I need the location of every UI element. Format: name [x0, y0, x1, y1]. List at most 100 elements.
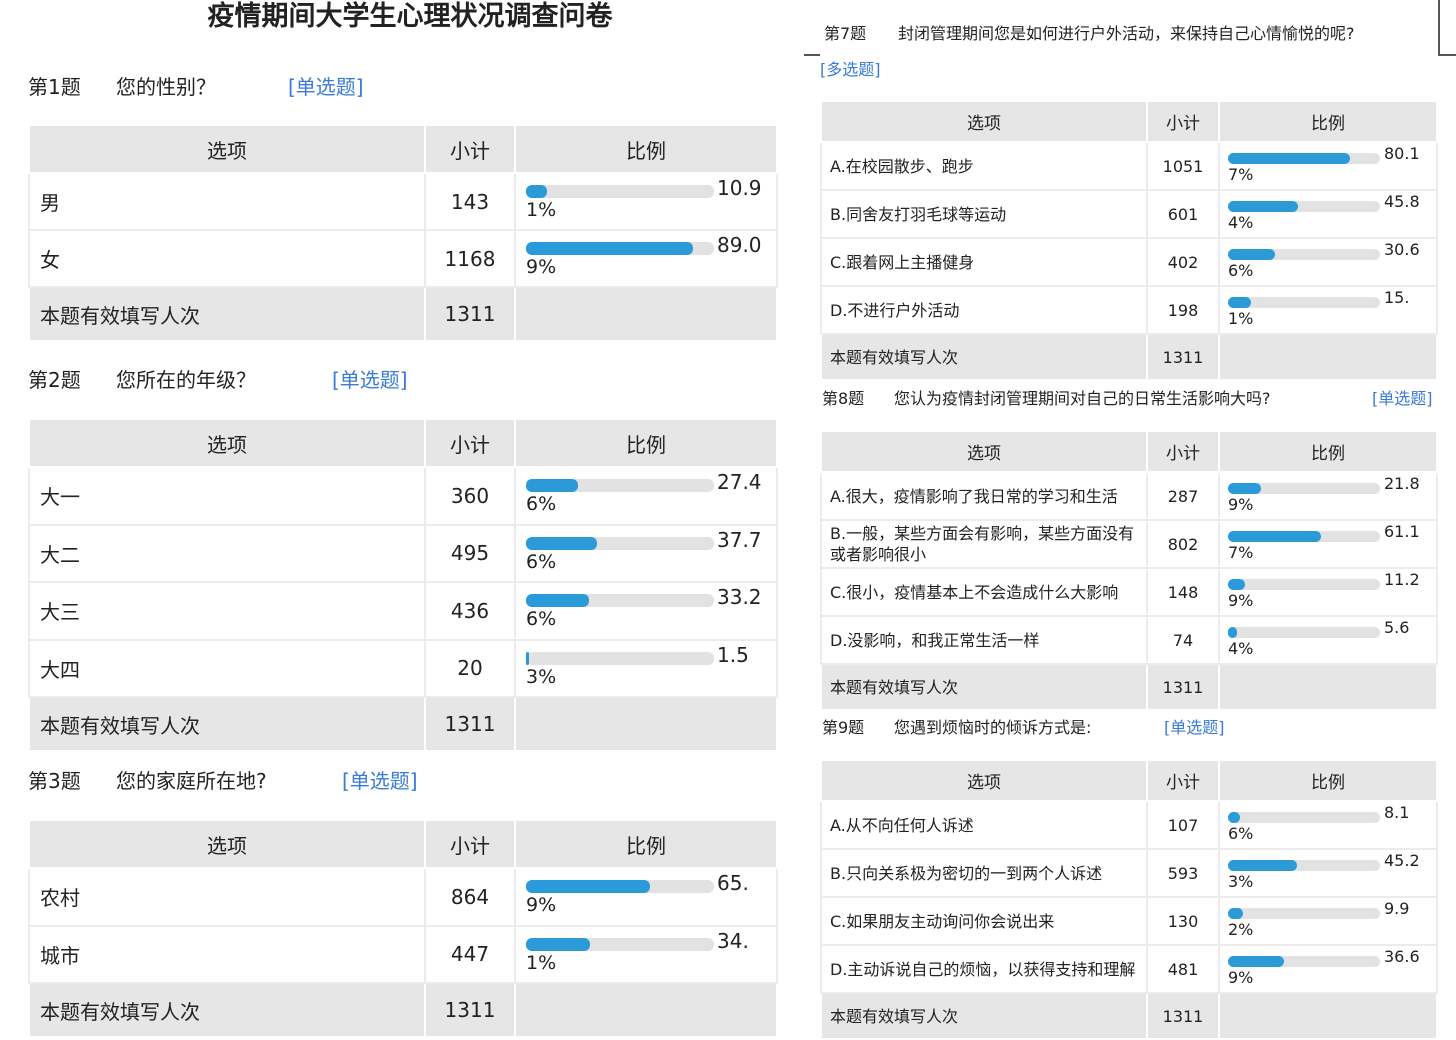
count-value: 143 — [424, 172, 516, 231]
option-label: C.如果朋友主动询问你会说出来 — [820, 896, 1148, 946]
option-label: C.很小，疫情基本上不会造成什么大影响 — [820, 567, 1148, 617]
option-label: B.只向关系极为密切的一到两个人诉述 — [820, 848, 1148, 898]
ratio-bar-fill — [1228, 812, 1241, 823]
ratio-bar: 45.2 3% — [1220, 851, 1436, 895]
ratio-cell: 89.0 9% — [514, 229, 778, 288]
ratio-bar-track — [1228, 297, 1380, 308]
ratio-bar-track — [1228, 153, 1380, 164]
option-label: D.不进行户外活动 — [820, 285, 1148, 335]
ratio-bar: 9.9 2% — [1220, 899, 1436, 943]
ratio-bar-track — [1228, 860, 1380, 871]
total-count: 1311 — [1146, 992, 1220, 1040]
ratio-bar: 80.1 7% — [1220, 144, 1436, 188]
ratio-bar-fill — [1228, 579, 1246, 590]
header-ratio: 比例 — [514, 418, 778, 468]
total-label: 本题有效填写人次 — [28, 286, 426, 342]
top-divider-right — [1440, 54, 1456, 56]
count-value: 20 — [424, 638, 516, 698]
total-row: 本题有效填写人次 1311 — [28, 696, 778, 752]
ratio-bar: 21.8 9% — [1220, 474, 1436, 518]
ratio-bar-fill — [526, 536, 597, 550]
ratio-bar: 30.6 6% — [1220, 240, 1436, 284]
ratio-percent-main: 80.1 — [1384, 144, 1420, 163]
ratio-bar-fill — [526, 937, 591, 951]
ratio-cell: 9.9 2% — [1218, 896, 1438, 946]
ratio-bar-track — [526, 651, 714, 665]
ratio-bar: 33.2 6% — [516, 584, 776, 638]
question-header: 第8题 您认为疫情封闭管理期间对自己的日常生活影响大吗? [单选题] — [822, 384, 1433, 410]
ratio-bar-fill — [526, 185, 547, 198]
ratio-bar-track — [526, 242, 714, 255]
ratio-bar-track — [1228, 249, 1380, 260]
question-type-tag: [单选题] — [342, 768, 418, 793]
ratio-bar-track — [1228, 812, 1380, 823]
count-value: 447 — [424, 924, 516, 984]
count-value: 495 — [424, 523, 516, 583]
option-label: 农村 — [28, 867, 426, 927]
table-row: C.很小，疫情基本上不会造成什么大影响 148 11.2 9% — [820, 567, 1438, 617]
ratio-bar: 61.1 7% — [1220, 522, 1436, 566]
option-label: D.主动诉说自己的烦恼，以获得支持和理解 — [820, 944, 1148, 994]
table-row: 女 1168 89.0 9% — [28, 229, 778, 288]
ratio-percent-main: 34. — [717, 928, 749, 953]
count-value: 1051 — [1146, 141, 1220, 191]
ratio-cell: 11.2 9% — [1218, 567, 1438, 617]
total-empty — [514, 982, 778, 1038]
ratio-cell: 45.8 4% — [1218, 189, 1438, 239]
ratio-bar: 11.2 9% — [1220, 570, 1436, 614]
ratio-bar-track — [1228, 579, 1380, 590]
question-text: 您遇到烦恼时的倾诉方式是: — [894, 718, 1092, 737]
question-header: 第7题 封闭管理期间您是如何进行户外活动，来保持自己心情愉悦的呢? — [824, 19, 1355, 45]
total-empty — [1218, 992, 1438, 1040]
ratio-bar-fill — [1228, 956, 1284, 967]
ratio-bar: 15. 1% — [1220, 288, 1436, 332]
option-label: B.一般，某些方面会有影响，某些方面没有或者影响很小 — [820, 519, 1148, 569]
ratio-bar-track — [1228, 627, 1380, 638]
question-text: 您认为疫情封闭管理期间对自己的日常生活影响大吗? — [894, 389, 1271, 408]
total-row: 本题有效填写人次 1311 — [28, 982, 778, 1038]
ratio-bar: 89.0 9% — [516, 232, 776, 285]
count-value: 287 — [1146, 471, 1220, 521]
ratio-cell: 65. 9% — [514, 867, 778, 927]
total-count: 1311 — [1146, 663, 1220, 711]
total-label: 本题有效填写人次 — [820, 992, 1148, 1040]
ratio-bar: 8.1 6% — [1220, 803, 1436, 847]
ratio-percent-tail: 7% — [1228, 543, 1254, 562]
ratio-percent-main: 61.1 — [1384, 522, 1420, 541]
ratio-percent-main: 33.2 — [717, 585, 762, 609]
question-number: 第1题 — [28, 74, 81, 99]
ratio-percent-tail: 9% — [1228, 591, 1254, 610]
total-row: 本题有效填写人次 1311 — [820, 663, 1438, 711]
ratio-percent-main: 65. — [717, 871, 749, 895]
header-option: 选项 — [28, 418, 426, 468]
ratio-percent-main: 89.0 — [717, 233, 762, 257]
ratio-percent-tail: 6% — [526, 550, 557, 573]
ratio-bar-fill — [1228, 249, 1275, 260]
header-option: 选项 — [820, 430, 1148, 473]
ratio-percent-tail: 9% — [1228, 968, 1254, 987]
ratio-cell: 45.2 3% — [1218, 848, 1438, 898]
header-ratio: 比例 — [514, 124, 778, 174]
ratio-percent-tail: 1% — [1228, 309, 1254, 328]
total-count: 1311 — [424, 696, 516, 752]
ratio-cell: 15. 1% — [1218, 285, 1438, 335]
ratio-bar-track — [1228, 956, 1380, 967]
table-row: D.不进行户外活动 198 15. 1% — [820, 285, 1438, 335]
ratio-bar: 27.4 6% — [516, 469, 776, 523]
ratio-percent-tail: 9% — [1228, 495, 1254, 514]
question-number: 第2题 — [28, 367, 81, 392]
question-header: 第3题 您的家庭所在地? [单选题] — [28, 764, 418, 794]
question-header: 第1题 您的性别？ [单选题] — [28, 70, 364, 100]
count-value: 198 — [1146, 285, 1220, 335]
ratio-bar: 36.6 9% — [1220, 947, 1436, 991]
ratio-percent-tail: 1% — [526, 951, 557, 974]
ratio-bar-fill — [526, 479, 578, 492]
total-empty — [514, 696, 778, 752]
ratio-bar-track — [526, 594, 714, 607]
ratio-bar: 37.7 6% — [516, 527, 776, 581]
total-label: 本题有效填写人次 — [28, 696, 426, 752]
survey-title: 疫情期间大学生心理状况调查问卷 — [207, 1, 613, 32]
option-label: 大一 — [28, 466, 426, 526]
header-ratio: 比例 — [1218, 100, 1438, 143]
total-row: 本题有效填写人次 1311 — [820, 333, 1438, 381]
